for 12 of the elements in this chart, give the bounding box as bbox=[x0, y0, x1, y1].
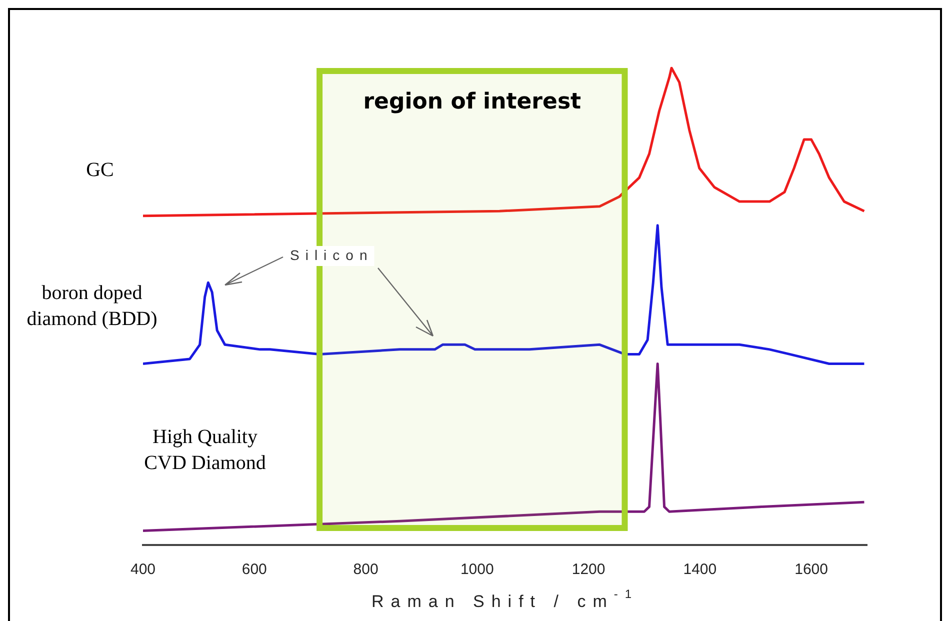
x-tick-label: 1400 bbox=[683, 561, 717, 578]
text: GC bbox=[86, 159, 114, 182]
series-label: boron doped diamond (BDD) bbox=[26, 282, 158, 330]
x-tick-label: 1200 bbox=[572, 561, 606, 578]
x-tick-label: 800 bbox=[353, 561, 378, 578]
annotation: Silicon bbox=[290, 246, 374, 263]
band-label: region of interest bbox=[363, 90, 582, 115]
x-tick-label: 1000 bbox=[460, 561, 494, 578]
text: High Quality CVD Diamond bbox=[144, 426, 266, 474]
x-tick-label: 1600 bbox=[794, 561, 828, 578]
x-tick-label: 400 bbox=[130, 561, 156, 578]
x-tick-label: 600 bbox=[242, 561, 267, 578]
